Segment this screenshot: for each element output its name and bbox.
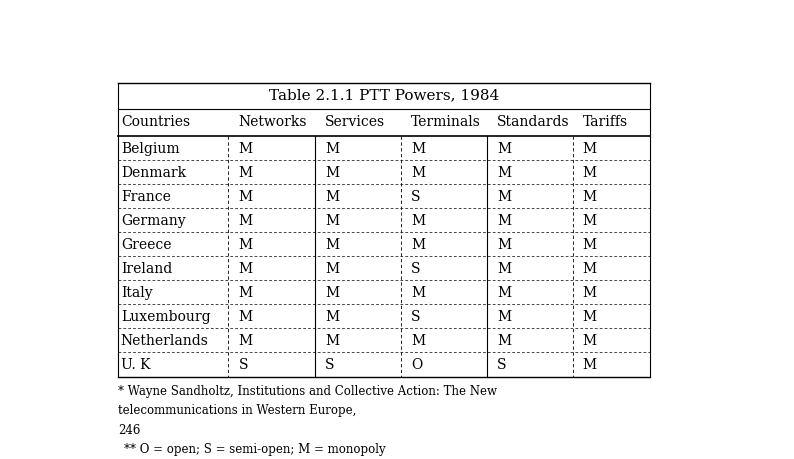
Text: 246: 246: [118, 423, 140, 436]
Text: M: M: [239, 310, 253, 324]
Text: M: M: [583, 165, 597, 179]
Text: Germany: Germany: [121, 213, 186, 228]
Text: M: M: [497, 262, 511, 275]
Text: S: S: [239, 358, 249, 372]
Text: M: M: [497, 334, 511, 347]
Text: Standards: Standards: [497, 115, 570, 129]
Text: Terminals: Terminals: [411, 115, 481, 129]
Text: Luxembourg: Luxembourg: [121, 310, 210, 324]
Text: Networks: Networks: [239, 115, 307, 129]
Text: M: M: [497, 310, 511, 324]
Text: Netherlands: Netherlands: [121, 334, 209, 347]
Text: S: S: [325, 358, 334, 372]
Text: M: M: [583, 262, 597, 275]
Text: Ireland: Ireland: [121, 262, 172, 275]
Text: M: M: [583, 141, 597, 155]
Text: Countries: Countries: [121, 115, 190, 129]
Text: O: O: [411, 358, 422, 372]
Text: M: M: [325, 334, 339, 347]
Text: M: M: [325, 190, 339, 203]
Text: S: S: [411, 262, 421, 275]
Text: M: M: [411, 141, 426, 155]
Text: M: M: [239, 213, 253, 228]
Text: M: M: [583, 238, 597, 252]
Text: M: M: [583, 334, 597, 347]
Text: telecommunications in Western Europe,: telecommunications in Western Europe,: [118, 403, 360, 416]
Text: M: M: [239, 238, 253, 252]
Text: M: M: [497, 141, 511, 155]
Text: M: M: [325, 141, 339, 155]
Text: Greece: Greece: [121, 238, 172, 252]
Text: Tariffs: Tariffs: [583, 115, 628, 129]
Text: U. K: U. K: [121, 358, 150, 372]
Text: M: M: [239, 190, 253, 203]
Text: Denmark: Denmark: [121, 165, 186, 179]
Text: M: M: [583, 213, 597, 228]
Text: M: M: [411, 334, 426, 347]
Text: * Wayne Sandholtz, Institutions and Collective Action: The New: * Wayne Sandholtz, Institutions and Coll…: [118, 384, 497, 397]
Text: Belgium: Belgium: [121, 141, 179, 155]
Text: M: M: [411, 213, 426, 228]
Text: Services: Services: [325, 115, 385, 129]
Text: M: M: [583, 358, 597, 372]
Text: M: M: [325, 285, 339, 300]
Text: Italy: Italy: [121, 285, 152, 300]
Text: Table 2.1.1 PTT Powers, 1984: Table 2.1.1 PTT Powers, 1984: [268, 88, 499, 102]
Text: M: M: [583, 310, 597, 324]
Text: M: M: [411, 285, 426, 300]
Text: M: M: [583, 190, 597, 203]
Text: S: S: [411, 190, 421, 203]
Text: M: M: [325, 165, 339, 179]
Text: ** O = open; S = semi-open; M = monopoly: ** O = open; S = semi-open; M = monopoly: [124, 442, 386, 455]
Text: M: M: [239, 165, 253, 179]
Text: M: M: [497, 213, 511, 228]
Text: S: S: [497, 358, 507, 372]
Text: M: M: [325, 262, 339, 275]
Text: M: M: [497, 165, 511, 179]
Text: France: France: [121, 190, 171, 203]
Text: S: S: [411, 310, 421, 324]
Text: M: M: [239, 141, 253, 155]
Text: M: M: [497, 190, 511, 203]
Text: M: M: [411, 165, 426, 179]
Text: M: M: [239, 334, 253, 347]
Text: M: M: [325, 213, 339, 228]
Text: M: M: [411, 238, 426, 252]
Text: M: M: [239, 262, 253, 275]
Text: M: M: [583, 285, 597, 300]
Text: M: M: [325, 310, 339, 324]
Text: M: M: [497, 238, 511, 252]
Text: M: M: [325, 238, 339, 252]
Text: M: M: [239, 285, 253, 300]
Text: M: M: [497, 285, 511, 300]
